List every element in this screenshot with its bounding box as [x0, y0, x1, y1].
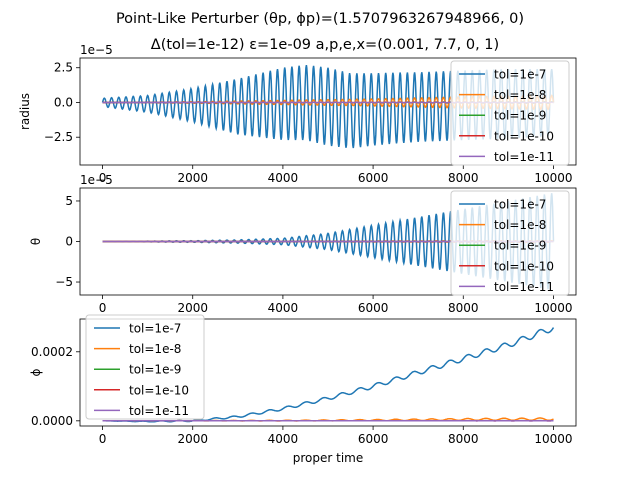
- y-axis-label: θ: [29, 238, 43, 245]
- y-tick-label: 0.0002: [31, 345, 73, 359]
- legend-label: tol=1e-11: [129, 404, 189, 418]
- legend-label: tol=1e-8: [494, 88, 546, 102]
- y-tick-label: 5: [65, 194, 73, 208]
- x-tick-label: 0: [99, 301, 107, 315]
- legend-label: tol=1e-7: [494, 68, 546, 82]
- figure-title-line2: Δ(tol=1e-12) ε=1e-09 a,p,e,x=(0.001, 7.7…: [151, 37, 499, 53]
- legend-label: tol=1e-11: [494, 280, 554, 294]
- axes-frame: [79, 57, 577, 166]
- legend: tol=1e-7 tol=1e-8 tol=1e-9 tol=1e-10 tol=1e-…: [85, 314, 205, 420]
- y-tick-label: 0.0: [54, 95, 73, 109]
- legend: tol=1e-7 tol=1e-8 tol=1e-9 tol=1e-10 tol=1e-…: [450, 190, 570, 296]
- legend-label: tol=1e-10: [494, 259, 554, 273]
- panel-1: 0 2000 4000 6000 8000 10000 −2.5 0.0 2.5 radius 1e…: [18, 43, 577, 185]
- legend-label: tol=1e-9: [494, 109, 546, 123]
- y-axis-label: ϕ: [29, 368, 43, 376]
- legend-box: [450, 60, 570, 166]
- legend-box: [450, 190, 570, 296]
- legend-label: tol=1e-11: [494, 150, 554, 164]
- legend-label: tol=1e-10: [129, 383, 189, 397]
- x-tick-label: 2000: [177, 171, 208, 185]
- panel-3: 0 2000 4000 6000 8000 10000 0.0000 0.0002 ϕ prope…: [29, 314, 577, 465]
- y-tick-label: 0: [65, 235, 73, 249]
- x-tick-label: 2000: [177, 301, 208, 315]
- panel-2: 0 2000 4000 6000 8000 10000−505θ1e−5tol=1e-7t…: [29, 173, 577, 315]
- legend-label: tol=1e-8: [494, 218, 546, 232]
- x-tick-label: 8000: [448, 301, 479, 315]
- x-tick-label: 4000: [268, 301, 299, 315]
- figure-title-line1: Point-Like Perturber (θp, ϕp)=(1.5707963…: [116, 11, 524, 27]
- legend-label: tol=1e-9: [494, 239, 546, 253]
- y-tick-label: −5: [55, 275, 73, 289]
- y-tick-label: −2.5: [44, 130, 73, 144]
- x-tick-label: 0: [99, 432, 107, 446]
- x-tick-label: 6000: [358, 432, 389, 446]
- legend-box: [85, 314, 205, 420]
- x-tick-label: 6000: [358, 171, 389, 185]
- panels: 0 2000 4000 6000 8000 10000 −2.5 0.0 2.5 radius 1e…: [18, 43, 577, 465]
- x-tick-label: 10000: [534, 301, 572, 315]
- y-axis-label: radius: [18, 93, 32, 130]
- offset-text: 1e−5: [80, 173, 113, 187]
- x-tick-label: 8000: [448, 432, 479, 446]
- x-tick-label: 0: [99, 171, 107, 185]
- axes-frame: [79, 318, 577, 427]
- offset-text: 1e−5: [80, 43, 113, 57]
- legend-label: tol=1e-7: [129, 322, 181, 336]
- legend-label: tol=1e-9: [129, 363, 181, 377]
- x-tick-label: 2000: [177, 432, 208, 446]
- y-tick-label: 2.5: [54, 61, 73, 75]
- legend-label: tol=1e-10: [494, 129, 554, 143]
- x-axis-label: proper time: [293, 451, 364, 465]
- legend-label: tol=1e-8: [129, 342, 181, 356]
- x-tick-label: 4000: [268, 171, 299, 185]
- x-tick-label: 8000: [448, 171, 479, 185]
- x-tick-label: 10000: [534, 171, 572, 185]
- x-tick-label: 10000: [534, 432, 572, 446]
- legend: tol=1e-7 tol=1e-8 tol=1e-9 tol=1e-10 tol=1e-…: [450, 60, 570, 166]
- legend-label: tol=1e-7: [494, 198, 546, 212]
- x-tick-label: 6000: [358, 301, 389, 315]
- y-tick-label: 0.0000: [31, 414, 73, 428]
- x-tick-label: 4000: [268, 432, 299, 446]
- series-group: [102, 327, 555, 423]
